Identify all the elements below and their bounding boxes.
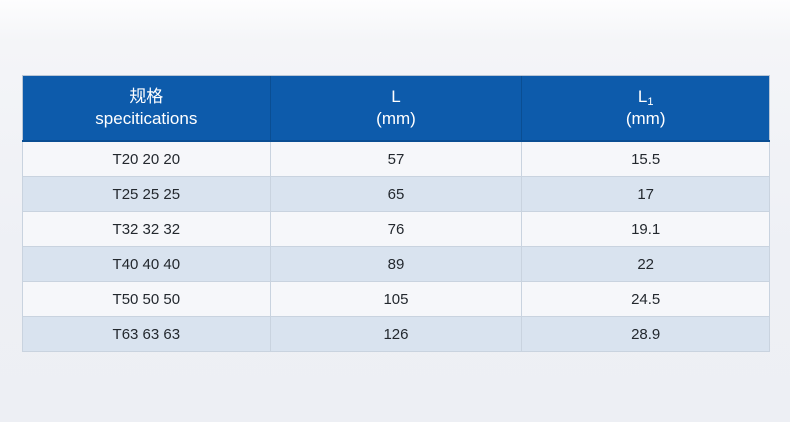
table-row: T25 25 25 65 17 bbox=[22, 176, 770, 212]
spec-cell: T50 50 50 bbox=[22, 281, 271, 317]
l-cell: 65 bbox=[269, 176, 523, 212]
l-cell: 57 bbox=[269, 140, 523, 177]
l1-cell: 28.9 bbox=[521, 316, 770, 352]
header-spec-cn: 规格 bbox=[129, 87, 164, 106]
table-row: T63 63 63 126 28.9 bbox=[22, 316, 770, 352]
spec-cell: T25 25 25 bbox=[22, 176, 271, 212]
specifications-table: 规格 specitications L (mm) L1 (mm) T20 20 … bbox=[22, 75, 770, 352]
table-body: T20 20 20 57 15.5 T25 25 25 65 17 T32 32… bbox=[22, 140, 770, 352]
spec-cell: T40 40 40 bbox=[22, 246, 271, 282]
header-cell-l1: L1 (mm) bbox=[521, 75, 770, 142]
header-spec-en: specitications bbox=[95, 109, 198, 128]
header-cell-l: L (mm) bbox=[269, 75, 522, 142]
header-cell-spec: 规格 specitications bbox=[22, 75, 271, 142]
table-row: T50 50 50 105 24.5 bbox=[22, 281, 770, 317]
table-row: T40 40 40 89 22 bbox=[22, 246, 770, 282]
l-cell: 76 bbox=[269, 211, 523, 247]
header-l1-symbol: L1 bbox=[637, 87, 654, 108]
table-row: T20 20 20 57 15.5 bbox=[22, 140, 770, 177]
l1-cell: 15.5 bbox=[521, 140, 770, 177]
table-header: 规格 specitications L (mm) L1 (mm) bbox=[22, 75, 770, 142]
l1-cell: 22 bbox=[521, 246, 770, 282]
spec-cell: T20 20 20 bbox=[22, 140, 271, 177]
l1-cell: 19.1 bbox=[521, 211, 770, 247]
specifications-table-container: 规格 specitications L (mm) L1 (mm) T20 20 … bbox=[22, 75, 770, 352]
spec-cell: T32 32 32 bbox=[22, 211, 271, 247]
header-l-symbol: L bbox=[391, 87, 401, 106]
l-cell: 105 bbox=[269, 281, 523, 317]
l1-cell: 24.5 bbox=[521, 281, 770, 317]
table-row: T32 32 32 76 19.1 bbox=[22, 211, 770, 247]
header-l-unit: (mm) bbox=[376, 109, 416, 128]
header-l1-unit: (mm) bbox=[625, 109, 666, 128]
l-cell: 126 bbox=[269, 316, 523, 352]
spec-cell: T63 63 63 bbox=[22, 316, 271, 352]
header-row: 规格 specitications L (mm) L1 (mm) bbox=[22, 75, 770, 142]
l1-cell: 17 bbox=[521, 176, 770, 212]
l-cell: 89 bbox=[269, 246, 523, 282]
